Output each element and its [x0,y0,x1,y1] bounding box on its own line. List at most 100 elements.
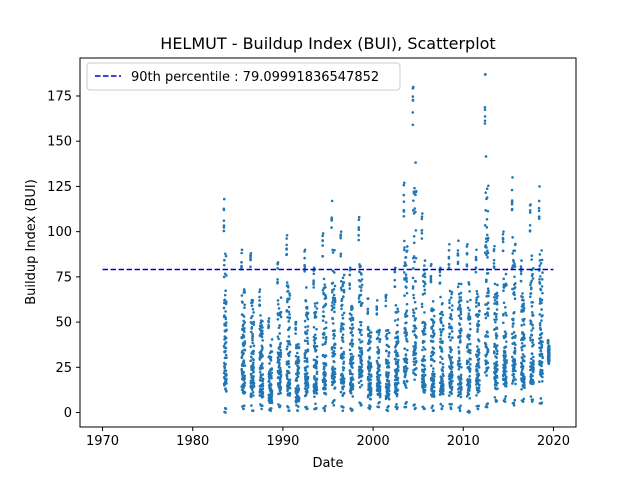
data-point [296,351,299,355]
data-point [413,363,416,366]
data-point [460,365,463,369]
data-point [303,339,307,342]
data-point [448,332,451,336]
data-point [495,312,498,316]
data-point [548,357,551,361]
data-point [475,305,478,308]
data-point [349,391,353,395]
data-point [513,398,517,402]
data-point [411,276,415,280]
data-point [411,285,415,288]
data-point [510,202,514,206]
data-point [495,360,498,364]
data-point [342,356,345,359]
data-point [486,256,489,259]
data-point [378,337,382,341]
data-point [530,279,534,283]
data-point [395,407,399,411]
data-point [432,314,436,318]
data-point [456,254,460,257]
data-point [496,349,499,353]
data-point [404,264,408,267]
plot-frame [79,57,577,428]
data-point [447,335,451,339]
data-point [297,397,301,400]
data-point [540,344,544,347]
data-point [540,331,544,335]
data-point [405,380,409,383]
data-point [360,340,364,343]
data-point [324,354,328,357]
data-point [513,349,517,352]
data-point [258,288,262,291]
data-point [537,206,541,210]
data-point [486,236,490,240]
data-point [222,219,226,222]
data-point [450,290,454,294]
data-point [252,385,256,388]
data-point [249,265,252,269]
data-point [450,330,454,333]
data-point [459,310,463,314]
data-point [258,299,261,302]
data-point [523,355,526,358]
data-point [495,336,498,340]
data-point [492,262,496,265]
data-point [340,297,344,301]
data-point [250,304,254,308]
data-point [451,361,454,364]
data-point [539,288,543,292]
data-point [276,267,279,270]
data-point [449,350,452,354]
data-point [431,370,435,373]
data-point [405,309,409,312]
data-point [511,266,514,270]
data-point [422,355,426,358]
data-point [541,379,544,383]
data-point [279,391,282,395]
data-point [423,347,427,351]
data-point [287,335,291,338]
data-point [348,283,352,287]
data-point [378,373,382,377]
data-point [351,376,354,379]
data-point [431,340,435,343]
data-point [485,246,488,249]
data-point [505,284,508,287]
data-point [422,371,426,374]
data-point [521,365,525,368]
data-point [396,335,400,338]
data-point [348,273,352,277]
data-point [548,352,551,355]
data-point [467,360,470,364]
data-point [521,400,525,403]
data-point [420,237,424,240]
data-point [405,314,409,318]
data-point [513,265,517,268]
data-point [395,386,398,390]
data-point [439,361,442,364]
data-point [342,327,345,331]
data-point [378,400,381,404]
data-point [224,411,227,414]
data-point [485,279,488,282]
data-point [413,329,416,333]
data-point [404,353,408,356]
data-point [540,319,543,322]
data-point [483,119,487,123]
data-point [322,333,326,336]
data-point [225,374,228,377]
data-point [540,258,544,262]
data-point [243,326,246,330]
data-point [315,370,319,374]
data-point [288,381,292,384]
data-point [339,329,343,333]
data-point [261,395,265,398]
data-point [420,217,424,221]
data-point [432,320,436,324]
data-point [222,275,226,279]
data-point [402,366,406,370]
data-point [357,226,361,229]
data-point [312,326,316,329]
data-point [267,317,271,320]
